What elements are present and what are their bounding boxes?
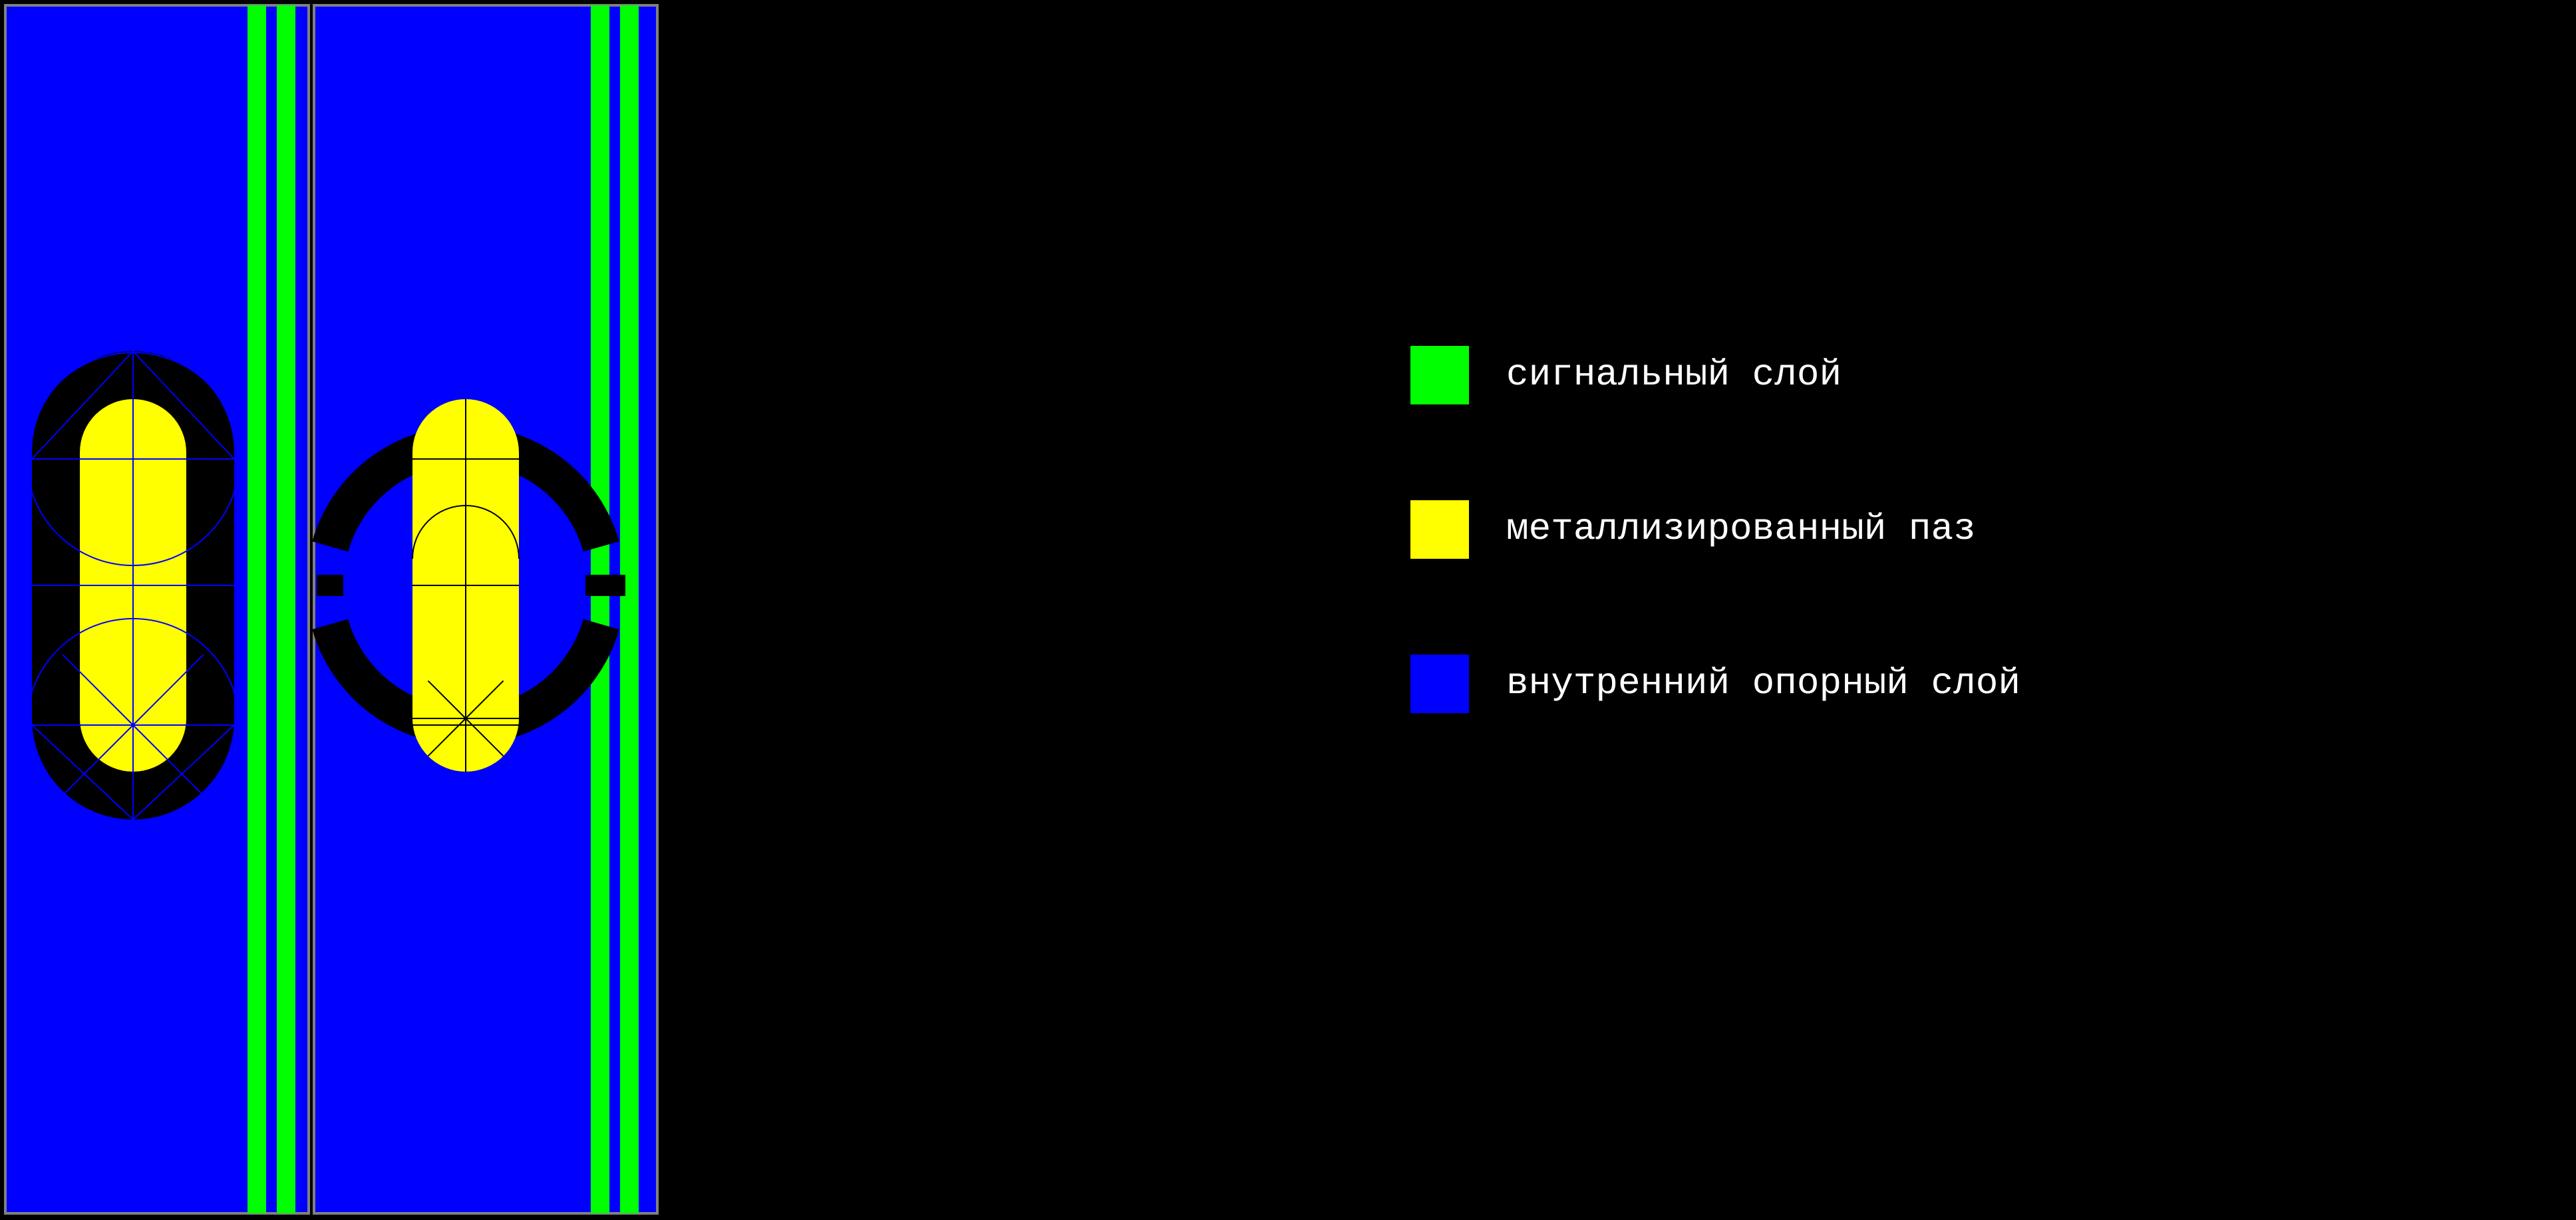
left-signal-stripe-1 <box>277 5 295 1213</box>
right-side-cut-right <box>585 575 625 596</box>
legend-row-1: металлизированный паз <box>1410 500 2020 559</box>
diagram-stage: сигнальный слой металлизированный паз внут… <box>0 0 2576 1220</box>
left-signal-stripe-0 <box>247 5 266 1213</box>
right-side-cut-left <box>317 575 343 596</box>
legend-row-2: внутренний опорный слой <box>1410 655 2020 713</box>
legend-swatch-slot <box>1410 500 1469 559</box>
legend-label-2: внутренний опорный слой <box>1506 663 2020 704</box>
legend-label-1: металлизированный паз <box>1506 509 1976 550</box>
legend-label-0: сигнальный слой <box>1506 355 1842 396</box>
legend-swatch-signal <box>1410 346 1469 404</box>
legend-row-0: сигнальный слой <box>1410 346 2020 404</box>
right-signal-stripe-0 <box>591 5 609 1213</box>
pcb-diagram-svg <box>0 0 2576 1220</box>
legend: сигнальный слой металлизированный паз внут… <box>1410 346 2020 713</box>
legend-swatch-reference <box>1410 655 1469 713</box>
right-signal-stripe-1 <box>620 5 639 1213</box>
